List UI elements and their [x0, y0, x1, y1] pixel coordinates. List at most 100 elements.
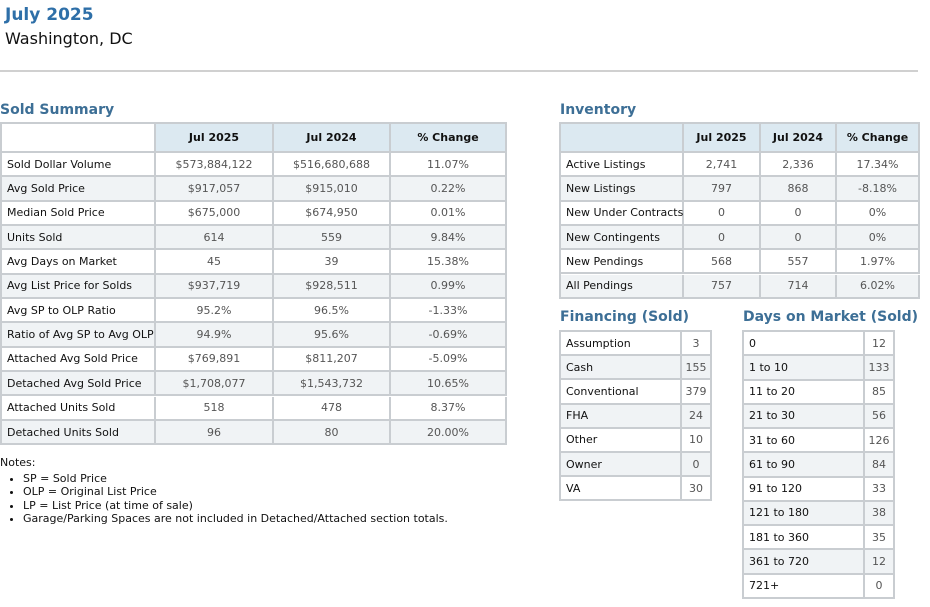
- value-cell: 12: [865, 332, 895, 357]
- report-location: Washington, DC: [5, 29, 133, 48]
- row-label: 61 to 90: [744, 453, 865, 478]
- row-label: 11 to 20: [744, 380, 865, 405]
- row-label: 1 to 10: [744, 356, 865, 381]
- value-cell: 96.5%: [274, 299, 391, 324]
- value-cell: 45: [156, 250, 274, 275]
- column-header: Jul 2024: [761, 124, 837, 153]
- value-cell: 559: [274, 226, 391, 251]
- row-label: 361 to 720: [744, 550, 865, 575]
- value-cell: 11.07%: [391, 153, 507, 178]
- note-item: SP = Sold Price: [23, 472, 448, 486]
- value-cell: $1,708,077: [156, 372, 274, 397]
- value-cell: -0.69%: [391, 323, 507, 348]
- value-cell: 85: [865, 380, 895, 405]
- row-label: All Pendings: [561, 274, 684, 299]
- row-label: VA: [561, 477, 682, 502]
- row-label: Assumption: [561, 332, 682, 357]
- section-title: Sold Summary: [0, 102, 115, 118]
- row-label: Other: [561, 428, 682, 453]
- row-label: FHA: [561, 404, 682, 429]
- value-cell: $917,057: [156, 177, 274, 202]
- row-label: Units Sold: [2, 226, 156, 251]
- value-cell: 0: [682, 453, 712, 478]
- value-cell: 133: [865, 356, 895, 381]
- row-label: 121 to 180: [744, 501, 865, 526]
- row-label: New Contingents: [561, 225, 684, 251]
- value-cell: 0: [865, 574, 895, 599]
- value-cell: 478: [274, 396, 391, 421]
- value-cell: 80: [274, 420, 391, 446]
- value-cell: $928,511: [274, 274, 391, 300]
- row-label: Median Sold Price: [2, 201, 156, 227]
- section-title: Days on Market (Sold): [743, 309, 919, 325]
- value-cell: 0: [761, 225, 837, 251]
- value-cell: 0: [684, 201, 761, 226]
- row-label: 721+: [744, 574, 865, 599]
- row-label: Avg List Price for Solds: [2, 274, 156, 300]
- value-cell: 56: [865, 404, 895, 429]
- notes: Notes: SP = Sold PriceOLP = Original Lis…: [0, 456, 448, 526]
- row-label: 91 to 120: [744, 477, 865, 502]
- value-cell: $675,000: [156, 201, 274, 227]
- value-cell: $573,884,122: [156, 153, 274, 178]
- value-cell: 0: [761, 201, 837, 226]
- row-label: Attached Avg Sold Price: [2, 347, 156, 373]
- row-label: New Under Contracts: [561, 201, 684, 226]
- value-cell: 797: [684, 177, 761, 202]
- row-label: 181 to 360: [744, 526, 865, 551]
- value-cell: 24: [682, 404, 712, 429]
- value-cell: 17.34%: [837, 153, 920, 178]
- value-cell: 10: [682, 428, 712, 453]
- value-cell: -5.09%: [391, 347, 507, 373]
- divider: [0, 70, 918, 72]
- data-table: Jul 2025 Jul 2024% Change Active Listings 2…: [559, 122, 920, 299]
- value-cell: 95.2%: [156, 299, 274, 324]
- value-cell: 12: [865, 550, 895, 575]
- row-label: Avg SP to OLP Ratio: [2, 299, 156, 324]
- value-cell: $1,543,732: [274, 372, 391, 397]
- value-cell: 15.38%: [391, 250, 507, 275]
- column-header: % Change: [391, 124, 507, 153]
- value-cell: 0%: [837, 201, 920, 226]
- value-cell: 0.99%: [391, 274, 507, 300]
- value-cell: 0%: [837, 225, 920, 251]
- section-title: Inventory: [560, 102, 637, 118]
- notes-title: Notes:: [0, 456, 36, 469]
- value-cell: $937,719: [156, 274, 274, 300]
- value-cell: 20.00%: [391, 420, 507, 446]
- value-cell: -1.33%: [391, 299, 507, 324]
- value-cell: 557: [761, 250, 837, 275]
- value-cell: 95.6%: [274, 323, 391, 348]
- value-cell: 379: [682, 380, 712, 405]
- column-header: % Change: [837, 124, 920, 153]
- row-label: Owner: [561, 453, 682, 478]
- data-table: Jul 2025 Jul 2024% Change Sold Dollar Volu…: [0, 122, 507, 446]
- row-label: 31 to 60: [744, 429, 865, 454]
- value-cell: 568: [684, 250, 761, 275]
- value-cell: 3: [682, 332, 712, 357]
- row-label: Attached Units Sold: [2, 396, 156, 421]
- value-cell: 6.02%: [837, 274, 920, 299]
- notes-list: SP = Sold PriceOLP = Original List Price…: [0, 472, 448, 526]
- value-cell: 868: [761, 177, 837, 202]
- value-cell: $674,950: [274, 201, 391, 227]
- value-cell: 0: [684, 225, 761, 251]
- row-label: 21 to 30: [744, 404, 865, 429]
- value-cell: 714: [761, 274, 837, 299]
- value-cell: 10.65%: [391, 372, 507, 397]
- report-title: July 2025: [5, 5, 94, 25]
- value-cell: 0.22%: [391, 177, 507, 202]
- value-cell: 96: [156, 420, 274, 446]
- value-cell: 33: [865, 477, 895, 502]
- row-label: New Listings: [561, 177, 684, 202]
- row-label: Cash: [561, 356, 682, 381]
- value-cell: 155: [682, 356, 712, 381]
- column-header: Jul 2024: [274, 124, 391, 153]
- value-cell: 2,741: [684, 153, 761, 178]
- value-cell: $516,680,688: [274, 153, 391, 178]
- value-cell: $769,891: [156, 347, 274, 373]
- section-title: Financing (Sold): [560, 309, 690, 325]
- data-table: 0 12 1 to 10 133 11 to 20 85 21 to 30 56 31 to 6…: [742, 330, 895, 599]
- header-cell: [561, 124, 684, 153]
